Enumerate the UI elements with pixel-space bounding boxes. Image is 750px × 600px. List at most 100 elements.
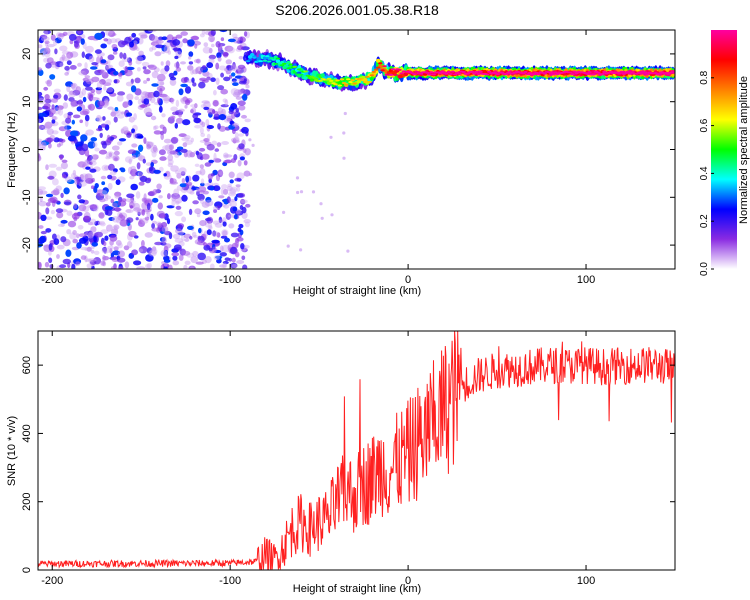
noise-cell (185, 175, 190, 183)
noise-cell (148, 65, 157, 70)
noise-cell (221, 184, 228, 190)
noise-cell (99, 198, 106, 203)
noise-cell (217, 56, 222, 62)
noise-cell (108, 217, 115, 221)
noise-cell (211, 140, 218, 146)
noise-cell (172, 47, 181, 51)
noise-cell (100, 229, 109, 234)
noise-cell (106, 224, 113, 232)
noise-cell (76, 177, 80, 185)
noise-cell (203, 106, 210, 111)
noise-cell (229, 179, 234, 184)
noise-cell (137, 135, 144, 139)
noise-cell (185, 150, 193, 158)
noise-cell (81, 143, 89, 152)
ridge-cell (444, 72, 449, 75)
ridge-cell (279, 64, 285, 67)
noise-cell (161, 226, 169, 233)
noise-cell (115, 240, 122, 246)
noise-cell (144, 216, 150, 221)
noise-cell (179, 183, 187, 188)
noise-cell (73, 138, 78, 145)
ridge-cell (527, 72, 532, 74)
noise-cell (109, 239, 114, 246)
noise-cell (232, 128, 236, 135)
ridge-cell (350, 79, 355, 82)
noise-cell (153, 125, 157, 131)
snr-x-tick-label: -100 (219, 575, 241, 587)
noise-cell (77, 161, 87, 168)
noise-cell (90, 185, 95, 189)
noise-cell (206, 125, 214, 129)
noise-cell (117, 40, 126, 48)
noise-cell (60, 236, 67, 243)
ridge-cell (373, 68, 379, 71)
noise-cell (319, 202, 323, 206)
noise-cell (211, 239, 220, 244)
noise-cell (90, 226, 97, 233)
noise-cell (56, 211, 64, 219)
noise-cell (320, 216, 324, 220)
noise-cell (207, 173, 213, 180)
noise-cell (117, 91, 126, 96)
noise-cell (208, 159, 215, 163)
ridge-cell (294, 73, 300, 76)
noise-cell (100, 59, 107, 64)
noise-cell (113, 224, 120, 230)
noise-cell (239, 205, 244, 210)
noise-cell (159, 156, 167, 161)
noise-cell (53, 94, 59, 99)
colorbar-ticks: 0.0 0.2 0.4 0.6 0.8 (699, 70, 714, 276)
noise-cell (213, 89, 217, 96)
noise-cell (195, 261, 204, 265)
noise-cell (51, 115, 58, 121)
noise-cell (97, 100, 105, 107)
noise-cell (67, 220, 77, 228)
noise-cell (45, 216, 53, 220)
noise-cell (105, 78, 113, 84)
noise-cell (189, 236, 193, 240)
noise-cell (103, 38, 109, 42)
noise-cell (77, 30, 82, 34)
noise-cell (244, 148, 251, 156)
noise-cell (282, 210, 286, 214)
noise-cell (201, 201, 210, 208)
noise-cell (240, 199, 248, 204)
noise-cell (174, 169, 180, 175)
noise-cell (124, 66, 128, 74)
noise-cell (93, 257, 101, 265)
noise-cell (72, 230, 77, 235)
noise-cell (147, 30, 157, 33)
noise-cell (84, 247, 89, 251)
noise-cell (163, 138, 172, 144)
noise-cell (235, 107, 239, 113)
noise-cell (105, 156, 111, 160)
noise-cell (80, 38, 85, 45)
noise-cell (192, 250, 199, 257)
noise-cell (178, 88, 184, 96)
noise-cell (172, 260, 180, 266)
noise-cell (87, 141, 96, 149)
noise-cell (38, 44, 43, 49)
ridge-cell (346, 78, 351, 81)
noise-cell (68, 33, 77, 41)
noise-cell (213, 206, 218, 211)
noise-cell (210, 77, 216, 82)
noise-cell (193, 234, 198, 239)
noise-cell (227, 46, 235, 54)
noise-cell (41, 124, 51, 130)
noise-cell (77, 194, 82, 200)
noise-cell (55, 166, 63, 171)
noise-cell (181, 216, 187, 223)
noise-cell (199, 33, 205, 38)
noise-cell (157, 202, 163, 210)
ridge-cell (457, 72, 462, 75)
noise-cell (187, 65, 194, 71)
noise-cell (204, 183, 211, 187)
noise-cell (231, 264, 238, 268)
noise-cell (230, 103, 238, 110)
ridge-cell (536, 73, 541, 76)
noise-cell (61, 174, 67, 179)
noise-cell (158, 105, 163, 113)
noise-cell (219, 245, 224, 252)
